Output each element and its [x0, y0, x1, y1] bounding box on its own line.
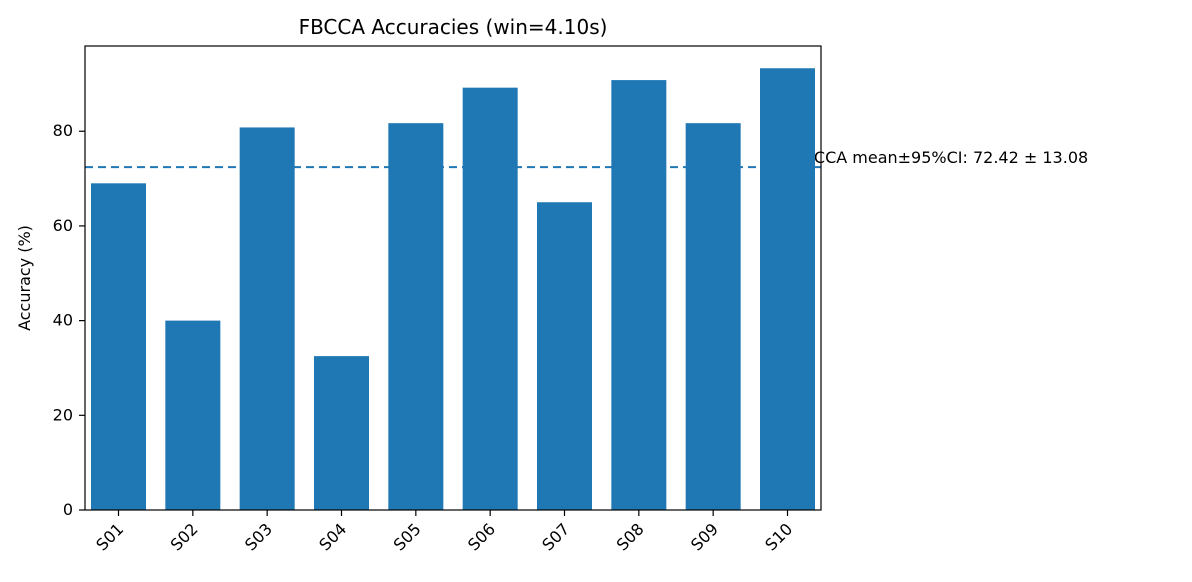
y-tick-label-40: 40 [53, 311, 73, 330]
plot-frame [84, 45, 822, 511]
chart-title: FBCCA Accuracies (win=4.10s) [299, 15, 608, 39]
bar-s09 [685, 123, 741, 511]
x-tick-label-s06: S06 [464, 519, 499, 554]
x-tick-label-s03: S03 [241, 519, 276, 554]
y-tick-label-20: 20 [53, 405, 73, 424]
x-tick-label-s01: S01 [92, 519, 127, 554]
bar-s05 [388, 123, 444, 511]
bar-s06 [462, 87, 518, 511]
plot-area: S01 S02 S03 S04 S05 S06 S07 S08 S09 S10 0 20 40 60 80 [53, 45, 822, 554]
x-tick-label-s08: S08 [613, 519, 648, 554]
bar-s07 [537, 202, 592, 511]
x-tick-label-s07: S07 [538, 519, 573, 554]
bar-s01 [91, 183, 146, 510]
x-tick-label-s09: S09 [687, 519, 722, 554]
y-tick-label-60: 60 [53, 216, 73, 235]
x-tick-label-s10: S10 [761, 519, 796, 554]
bar-s10 [760, 68, 815, 510]
bar-s02 [165, 320, 221, 510]
bar-s04 [314, 356, 369, 510]
mean-ci-annotation: FBCCA mean±95%CI: 72.42 ± 13.08 [794, 148, 1088, 167]
y-tick-label-80: 80 [53, 121, 73, 140]
x-tick-label-s02: S02 [167, 519, 202, 554]
y-axis-title: Accuracy (%) [15, 225, 34, 331]
x-tick-label-s05: S05 [390, 519, 425, 554]
bar-s03 [239, 127, 295, 510]
x-tick-label-s04: S04 [315, 519, 350, 554]
y-tick-label-0: 0 [63, 500, 73, 519]
bar-s08 [611, 80, 667, 510]
